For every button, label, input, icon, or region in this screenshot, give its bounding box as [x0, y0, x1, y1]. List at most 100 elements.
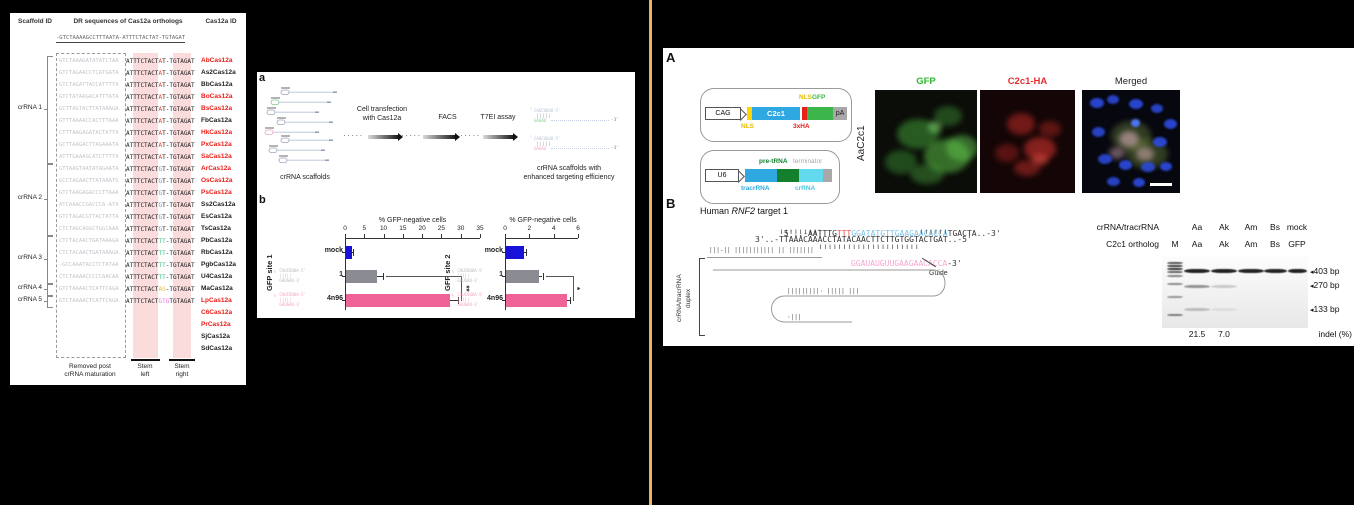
group-bracket-nub [44, 109, 47, 110]
cell-blob [885, 149, 918, 174]
gfp-image-label: GFP [916, 76, 936, 87]
removed-sequence: GTCTAGACGTTACTATTA [59, 214, 119, 220]
x-tick-label: 25 [437, 225, 446, 232]
target-bottom-strand: 3'..-TTAAACAAACCTATACAACTTCTTGTGGTACTGAT… [755, 235, 972, 244]
removed-sequence: CTTTAAGAGATACTATTA [59, 130, 119, 136]
dr-variant-base: G [158, 213, 163, 221]
stem-left-line2: left [140, 371, 150, 378]
dr-sequence: ATTTCTACTGT-TGTAGAT [126, 225, 195, 233]
step1-line2: with Cas12a [362, 115, 402, 122]
error-cap [457, 297, 459, 304]
dr-sequence: ATTTCTACTAT-TGTAGAT [126, 105, 195, 113]
crrna-scaffold-cluster [264, 87, 337, 163]
y-tick-mark [502, 276, 505, 277]
x-tick-label: 2 [527, 225, 532, 232]
result-hairpin-accent: ⌇ [530, 106, 532, 111]
panel-a-label: a [259, 72, 266, 84]
dr-variant-base: G [158, 177, 163, 185]
dr-variant-base: GTG [158, 297, 170, 305]
result-hairpin-top: CAUCUUUA-5' [534, 108, 561, 113]
x-tick-mark [345, 234, 346, 238]
band-size-text: 270 bp [1313, 280, 1340, 290]
dr-sequence: ATTTCTACTAT-TGTAGAT [126, 117, 195, 125]
gel-band [1167, 271, 1183, 273]
duplex-top-line [707, 257, 822, 258]
cell-blob [934, 106, 963, 127]
result-caption-line2: enhanced targeting efficiency [523, 174, 615, 181]
sig-vline [461, 276, 462, 300]
removed-region-box [56, 53, 126, 358]
vertical-divider [649, 0, 652, 505]
gel-image [1162, 256, 1308, 328]
col-header-cas12a-id: Cas12a ID [205, 18, 237, 25]
x-tick-label: 0 [503, 225, 507, 232]
x-tick-mark [402, 234, 404, 238]
cell-blob [928, 120, 943, 133]
cas12a-id: U4Cas12a [201, 273, 233, 280]
dr-sequence: ATTTCTACTAT-TGTAGAT [126, 153, 195, 161]
category-label: 1 [499, 271, 503, 278]
bar-scaffold-legend-accent: ⌇ [452, 293, 454, 298]
cas12a-id: PrCas12a [201, 321, 231, 328]
result-hairpin-top: CAUCUUUA-5' [534, 136, 561, 141]
merged-image-label: Merged [1114, 76, 1148, 87]
x-tick-mark [364, 234, 366, 238]
bar [506, 245, 525, 259]
tracrrna-box [745, 169, 777, 182]
removed-sequence: ATTTGAAAGCATCTTTTA [59, 154, 119, 160]
target-top-strand: 5'..-AATTTGTTTGGATATGTTGAAGAACACCATGACTA… [755, 220, 1001, 247]
cas12a-id: PgbCas12a [201, 261, 237, 268]
scaffold-group-label: crRNA 1 [17, 104, 42, 111]
gel-band [1167, 268, 1183, 270]
3xha-bottom-label: 3xHA [793, 123, 810, 130]
group-bracket [47, 164, 53, 236]
panel-b-label: b [259, 194, 266, 206]
cas12a-id: SjCas12a [201, 333, 230, 340]
y-tick-mark [342, 276, 345, 277]
panel-B-label: B [666, 196, 676, 211]
cell-blob [1119, 160, 1133, 171]
dr-variant-base: TT [158, 249, 166, 257]
dr-variant-base: G [158, 189, 163, 197]
cas12a-id: RbCas12a [201, 249, 233, 256]
bar [346, 293, 451, 307]
col-header-dr-sequences: DR sequences of Cas12a orthologs [73, 18, 183, 25]
cell-blob [1150, 104, 1163, 114]
guide-3prime: -3' [947, 259, 962, 268]
top-strand-flank5: 5'..-AATTTG [783, 229, 837, 238]
dr-sequence: ATTTCTACTTT-TGTAGAT [126, 273, 195, 281]
gel-lane-header-crrna: Aa [1191, 222, 1203, 232]
removed-sequence: CTCTACAACTGATAAAGA [59, 250, 119, 256]
cell-blob [1109, 146, 1126, 159]
x-tick-mark [578, 234, 579, 238]
band-size-text: 403 bp [1313, 266, 1340, 276]
gel-band-size: ◂133 bp [1310, 304, 1340, 314]
bar-scaffold-legend: CAUCUUUA-5' ||||| GAUGAU-3' [457, 268, 484, 283]
error-bar [351, 252, 354, 253]
y-tick-mark [342, 300, 345, 301]
group-bracket [47, 236, 53, 284]
y-tick-mark [342, 252, 345, 253]
gel-band [1167, 283, 1183, 285]
result-hairpin-3prime: -3' [611, 145, 620, 151]
cas12a-id: BsCas12a [201, 105, 233, 112]
panel-A-label: A [666, 50, 676, 65]
band-pointer-icon: ◂ [1310, 269, 1314, 276]
group-bracket [47, 56, 53, 164]
bar-scaffold-legend-accent: ⌇ [274, 293, 276, 298]
cell-blob [1119, 131, 1140, 148]
cell-blob [1091, 127, 1105, 138]
dr-variant-base: A [158, 117, 163, 125]
stem-right-underline [169, 359, 195, 361]
ortholog-rows: GTCTAAAGATATATCTAA ATTTCTACTAT-TGTAGAT AbC… [10, 55, 246, 355]
dr-variant-base: A [158, 129, 163, 137]
aac2c1-row-label: AaC2c1 [856, 125, 867, 161]
dr-sequence: ATTTCTACTGT-TGTAGAT [126, 189, 195, 197]
bar-scaffold-legend: CAUCUUUA-5' ||||| GAUGAU-3' [457, 292, 484, 307]
group-bracket-nub [44, 289, 47, 290]
pam-ttt: TTT [836, 229, 852, 238]
dr-variant-base: TT [158, 273, 166, 281]
gel-header-row2-label: C2c1 ortholog [1106, 239, 1159, 249]
cas12a-id: PbCas12a [201, 237, 233, 244]
cell-blob [1107, 95, 1120, 105]
